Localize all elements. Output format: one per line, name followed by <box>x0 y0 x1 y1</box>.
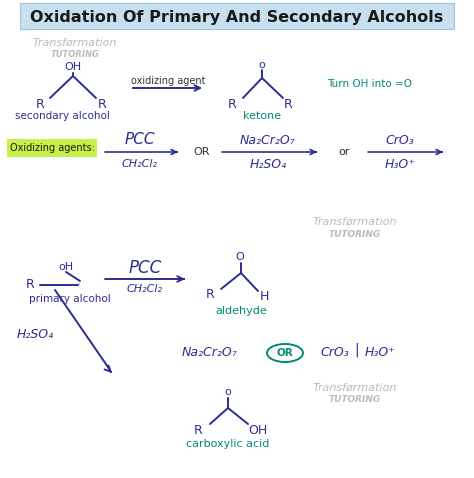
Text: TUTORING: TUTORING <box>329 229 381 239</box>
Text: primary alcohol: primary alcohol <box>29 294 111 304</box>
Text: H: H <box>259 291 269 304</box>
Text: carboxylic acid: carboxylic acid <box>186 439 270 449</box>
Text: H₂SO₄: H₂SO₄ <box>249 157 287 171</box>
Text: ketone: ketone <box>243 111 281 121</box>
Text: Na₂Cr₂O₇: Na₂Cr₂O₇ <box>240 133 296 146</box>
Text: R: R <box>26 279 35 292</box>
Text: PCC: PCC <box>128 259 162 277</box>
Text: secondary alcohol: secondary alcohol <box>15 111 109 121</box>
Text: H₃O⁺: H₃O⁺ <box>384 157 415 171</box>
Text: OH: OH <box>248 424 268 436</box>
Text: Transførmation: Transførmation <box>33 38 117 48</box>
Text: OR: OR <box>194 147 210 157</box>
Text: Oxidizing agents:: Oxidizing agents: <box>9 143 94 153</box>
FancyBboxPatch shape <box>20 3 454 29</box>
Text: Na₂Cr₂O₇: Na₂Cr₂O₇ <box>182 346 238 358</box>
Text: R: R <box>36 98 45 110</box>
Text: TUTORING: TUTORING <box>329 395 381 404</box>
Text: O: O <box>236 252 245 262</box>
Text: CrO₃: CrO₃ <box>320 346 349 358</box>
Text: OH: OH <box>64 62 82 72</box>
Text: OR: OR <box>277 348 293 358</box>
Text: |: | <box>355 343 359 357</box>
Text: CH₂Cl₂: CH₂Cl₂ <box>122 159 158 169</box>
Text: oxidizing agent: oxidizing agent <box>131 76 205 86</box>
Text: CH₂Cl₂: CH₂Cl₂ <box>127 284 163 294</box>
Text: Turn OH into =O: Turn OH into =O <box>328 79 412 89</box>
Text: R: R <box>193 424 202 436</box>
Text: TUTORING: TUTORING <box>51 50 100 58</box>
Text: R: R <box>228 98 237 110</box>
Text: Transførmation: Transførmation <box>313 383 397 393</box>
Text: R: R <box>98 98 106 110</box>
Text: CrO₃: CrO₃ <box>386 133 414 146</box>
Text: H₃O⁺: H₃O⁺ <box>365 346 395 358</box>
Text: R: R <box>283 98 292 110</box>
Text: Transførmation: Transførmation <box>313 217 397 227</box>
Text: PCC: PCC <box>125 132 155 148</box>
Text: or: or <box>338 147 350 157</box>
Text: Oxidation Of Primary And Secondary Alcohols: Oxidation Of Primary And Secondary Alcoh… <box>30 10 444 24</box>
FancyBboxPatch shape <box>7 139 97 157</box>
Text: aldehyde: aldehyde <box>215 306 267 316</box>
Text: H₂SO₄: H₂SO₄ <box>17 328 54 341</box>
Text: oH: oH <box>58 262 73 272</box>
Text: R: R <box>206 289 214 302</box>
Text: o: o <box>225 387 231 397</box>
Text: o: o <box>259 60 265 70</box>
